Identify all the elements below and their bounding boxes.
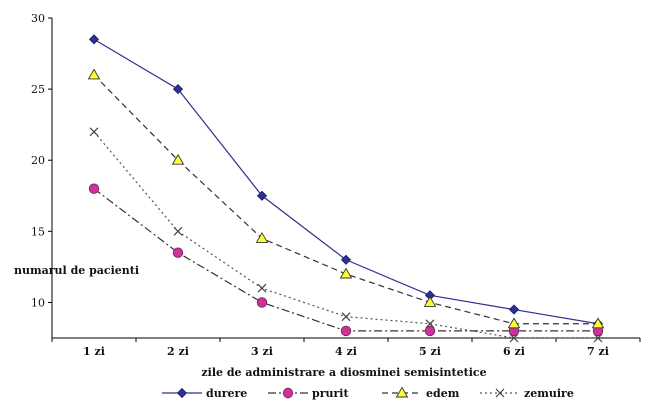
y-tick-label: 25 xyxy=(31,83,45,96)
y-axis: 30 25 20 15 10 xyxy=(31,12,53,338)
marker-durere xyxy=(88,34,100,45)
legend-item-durere: durere xyxy=(162,387,247,400)
marker-edem xyxy=(87,68,101,80)
x-axis-label: zile de administrare a diosminei semisin… xyxy=(201,366,486,379)
legend-label-zemuire: zemuire xyxy=(524,387,574,400)
marker-prurit xyxy=(256,297,268,308)
marker-zemuire xyxy=(341,312,351,322)
marker-zemuire xyxy=(593,333,603,343)
line-edem xyxy=(93,74,598,325)
marker-durere xyxy=(176,387,188,399)
legend-label-durere: durere xyxy=(206,387,247,400)
marker-zemuire xyxy=(495,388,505,398)
series-group xyxy=(87,34,605,343)
legend-item-prurit: prurit xyxy=(268,387,349,400)
series-zemuire xyxy=(89,127,603,343)
x-tick-label: 2 zi xyxy=(167,345,189,358)
series-edem xyxy=(87,68,605,329)
marker-durere xyxy=(340,254,352,265)
legend-label-edem: edem xyxy=(426,387,460,400)
series-durere xyxy=(88,34,604,329)
x-tick-label: 6 zi xyxy=(503,345,525,358)
marker-durere xyxy=(172,84,184,95)
marker-zemuire xyxy=(173,226,183,236)
legend-item-zemuire: zemuire xyxy=(480,387,574,400)
marker-edem xyxy=(423,296,437,307)
legend-item-edem: edem xyxy=(382,386,460,400)
y-axis-label: numarul de pacienti xyxy=(14,264,139,277)
marker-edem xyxy=(171,153,185,165)
marker-prurit xyxy=(282,387,294,399)
x-tick-label: 5 zi xyxy=(419,345,441,358)
y-tick-label: 20 xyxy=(31,154,45,167)
marker-durere xyxy=(508,304,520,315)
marker-zemuire xyxy=(257,283,267,293)
line-durere xyxy=(93,38,599,325)
x-tick-label: 1 zi xyxy=(83,345,105,358)
y-tick-label: 15 xyxy=(31,225,45,238)
legend-label-prurit: prurit xyxy=(312,387,349,400)
line-zemuire xyxy=(93,131,598,339)
marker-edem xyxy=(591,317,605,329)
marker-zemuire xyxy=(509,333,519,343)
marker-prurit xyxy=(88,183,100,194)
marker-edem xyxy=(255,232,269,243)
marker-zemuire xyxy=(89,127,99,137)
marker-zemuire xyxy=(425,319,435,329)
x-tick-label: 4 zi xyxy=(335,345,357,358)
legend: durere prurit edem zemuire xyxy=(162,386,574,400)
marker-edem xyxy=(339,267,353,279)
marker-prurit xyxy=(340,325,352,337)
marker-edem xyxy=(395,386,409,398)
x-tick-label: 7 zi xyxy=(587,345,609,358)
y-tick-label: 30 xyxy=(31,12,45,25)
x-tick-label: 3 zi xyxy=(251,345,273,358)
y-tick-label: 10 xyxy=(31,296,45,309)
series-prurit xyxy=(88,183,604,337)
x-axis: 1 zi 2 zi 3 zi 4 zi 5 zi 6 zi 7 zi xyxy=(51,337,641,358)
marker-prurit xyxy=(424,325,436,337)
marker-edem xyxy=(507,317,521,329)
marker-durere xyxy=(256,190,268,201)
marker-prurit xyxy=(172,247,184,258)
